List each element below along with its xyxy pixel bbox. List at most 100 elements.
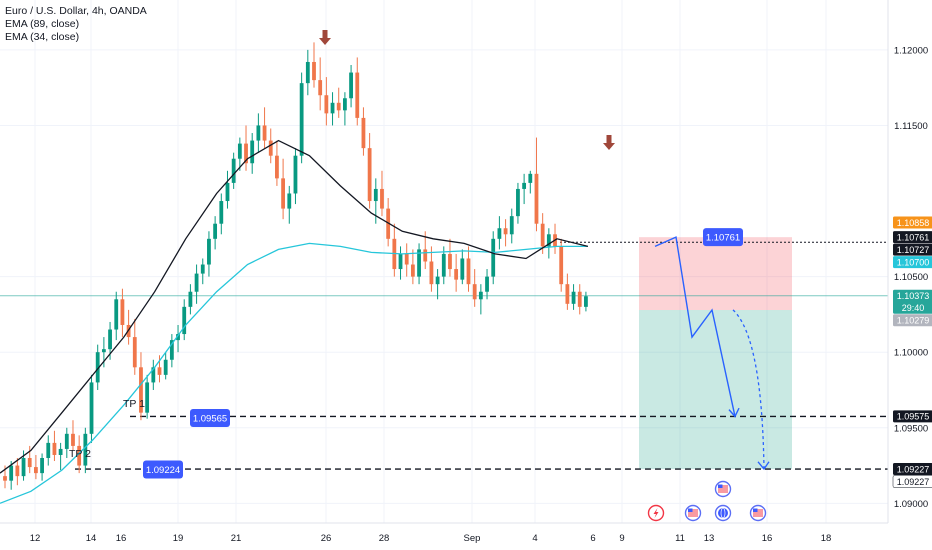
candle-body xyxy=(287,193,292,209)
candle-body xyxy=(176,334,180,341)
price-axis-label: 1.10761 xyxy=(893,231,932,244)
us-flag-icon xyxy=(714,480,732,498)
time-axis-tick: 4 xyxy=(532,533,537,544)
candle-body xyxy=(256,125,261,141)
time-axis-tick: 14 xyxy=(86,533,97,544)
candle-body xyxy=(200,264,205,274)
price-axis-tick: 1.10500 xyxy=(894,272,928,283)
price-axis-label-text: 1.10279 xyxy=(897,316,930,326)
candle-body xyxy=(83,433,88,466)
price-axis-tick: 1.10000 xyxy=(894,348,928,359)
time-axis-tick: 19 xyxy=(173,533,184,544)
candle-body xyxy=(169,340,174,360)
price-axis-label: 1.10727 xyxy=(893,243,932,256)
candle-body xyxy=(52,442,57,455)
candle-body xyxy=(423,249,428,262)
price-axis-label-text: 1.10761 xyxy=(897,232,930,242)
candle-body xyxy=(15,465,20,477)
candle-body xyxy=(237,143,242,159)
candle-body xyxy=(491,238,496,277)
target-annotation: TP 1 xyxy=(123,398,145,410)
price-axis-label: 1.10858 xyxy=(893,216,932,229)
candle-body xyxy=(95,352,100,383)
candle-body xyxy=(293,155,298,194)
candle-body xyxy=(460,258,465,280)
time-axis-tick: 12 xyxy=(30,533,41,544)
candle-body xyxy=(546,234,551,247)
projection-dashed-arrowhead xyxy=(757,461,770,471)
price-callout: 1.09565 xyxy=(190,408,230,427)
time-axis-tick: 11 xyxy=(675,533,685,544)
candle-body xyxy=(410,264,415,277)
price-axis-label: 1.09227 xyxy=(892,475,932,488)
candle-body xyxy=(429,261,434,285)
candle-body xyxy=(472,284,477,300)
candle-body xyxy=(108,329,112,350)
down-arrow-marker xyxy=(322,30,328,38)
candle-body xyxy=(454,269,459,280)
price-axis-label-text: 1.10700 xyxy=(897,257,930,267)
time-axis-tick: 18 xyxy=(821,533,832,544)
candle-body xyxy=(77,445,82,466)
candle-body xyxy=(349,72,353,99)
down-arrow-marker xyxy=(319,38,331,45)
candle-body xyxy=(522,182,527,189)
candle-body xyxy=(188,291,193,307)
lightning-icon xyxy=(647,504,665,522)
candle-body xyxy=(516,188,520,217)
candle-body xyxy=(380,188,384,209)
candle-body xyxy=(182,306,187,335)
price-axis-label: 1.09575 xyxy=(893,410,932,423)
time-axis-tick: 16 xyxy=(762,533,773,544)
candle-body xyxy=(89,382,94,434)
candle-body xyxy=(71,433,75,446)
candle-body xyxy=(194,273,199,292)
candle-body xyxy=(9,465,14,481)
symbol-title: Euro / U.S. Dollar, 4h, OANDA xyxy=(5,5,147,17)
globe-icon xyxy=(714,504,732,522)
price-axis-tick: 1.09000 xyxy=(894,499,928,510)
candle-body xyxy=(213,223,218,239)
candle-body xyxy=(114,299,119,330)
candle-body xyxy=(417,249,421,277)
price-axis-label: 1.09227 xyxy=(893,463,932,476)
price-axis-bg xyxy=(888,0,932,550)
candle-body xyxy=(367,148,372,202)
candle-body xyxy=(324,95,329,114)
candle-body xyxy=(58,448,63,455)
price-axis-tick: 1.12000 xyxy=(894,45,928,56)
candle-body xyxy=(584,296,588,307)
target-annotation: TP 2 xyxy=(69,448,91,460)
stop-loss-zone xyxy=(639,237,792,311)
price-callout: 1.10761 xyxy=(703,228,743,247)
candle-body xyxy=(132,337,137,368)
candle-body xyxy=(157,367,162,375)
candle-body xyxy=(330,102,335,114)
candle-body xyxy=(27,458,32,468)
price-callout: 1.09224 xyxy=(143,460,183,479)
price-axis-label: 1.10279 xyxy=(893,314,932,327)
ema34-line xyxy=(0,139,589,474)
candle-body xyxy=(497,228,502,239)
ema89-label: EMA (89, close) xyxy=(5,18,80,30)
time-axis-tick: 16 xyxy=(116,533,127,544)
candle-body xyxy=(219,201,224,224)
candle-body xyxy=(355,72,360,118)
price-axis-label: 1.10700 xyxy=(893,256,932,269)
candle-body xyxy=(3,476,7,481)
price-axis-label-text: 1.10727 xyxy=(897,245,930,255)
candle-body xyxy=(565,284,570,304)
take-profit-zone xyxy=(639,310,792,470)
candle-body xyxy=(559,246,564,285)
candle-body xyxy=(139,367,143,413)
candle-body xyxy=(244,143,248,164)
price-axis-label-text: 1.09227 xyxy=(897,464,930,474)
candle-body xyxy=(299,83,304,156)
candle-body xyxy=(318,80,323,96)
time-axis-tick: 21 xyxy=(231,533,242,544)
chart-legend: Euro / U.S. Dollar, 4h, OANDA EMA (89, c… xyxy=(5,5,147,44)
candle-body xyxy=(540,223,545,247)
price-callout-box xyxy=(703,228,743,247)
